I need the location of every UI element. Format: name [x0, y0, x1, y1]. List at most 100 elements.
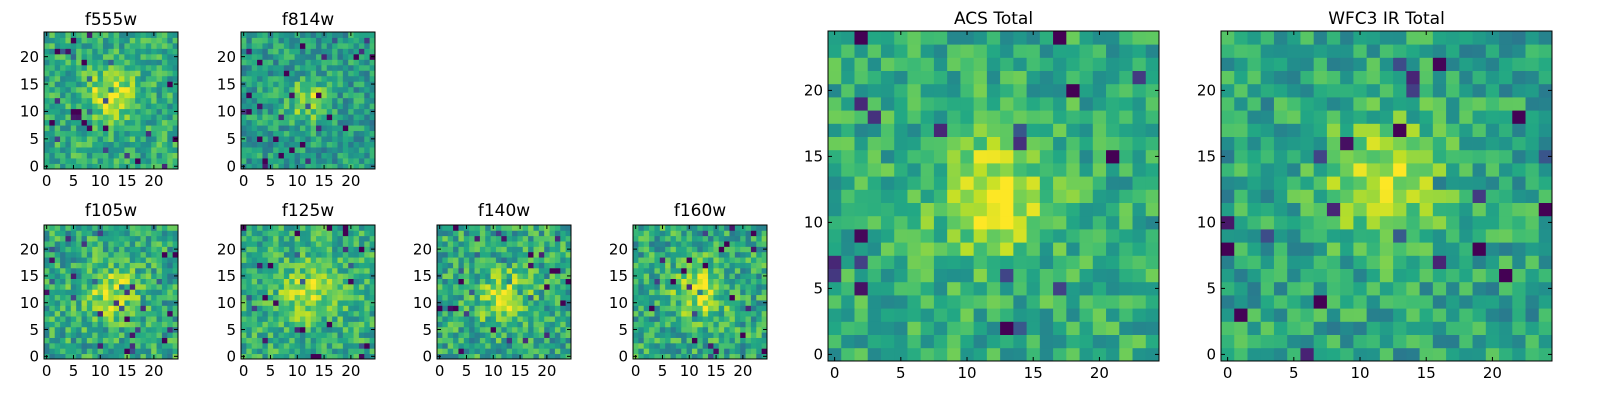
heatmap-cell: [353, 241, 360, 247]
heatmap-cell: [135, 92, 141, 99]
heatmap-cell: [495, 257, 502, 263]
heatmap-cell: [151, 326, 157, 333]
heatmap-cell: [986, 44, 1001, 58]
heatmap-cell: [119, 257, 125, 263]
heatmap-cell: [453, 342, 459, 349]
heatmap-cell: [305, 230, 312, 237]
heatmap-cell: [479, 246, 486, 253]
heatmap-cell: [151, 267, 157, 274]
heatmap-cell: [294, 241, 301, 247]
heatmap-cell: [156, 273, 163, 279]
heatmap-cell: [273, 86, 279, 93]
heatmap-cell: [565, 348, 572, 355]
heatmap-cell: [305, 32, 312, 38]
heatmap-cell: [310, 225, 317, 231]
heatmap-cell: [283, 81, 290, 88]
heatmap-cell: [750, 342, 757, 349]
heatmap-cell: [369, 294, 376, 301]
heatmap-cells: [633, 225, 768, 360]
heatmap-cell: [97, 59, 104, 66]
heatmap-cell: [257, 337, 263, 344]
heatmap-cell: [1287, 149, 1301, 164]
heatmap-cell: [76, 267, 82, 274]
heatmap-cell: [70, 158, 77, 164]
heatmap-cell: [92, 158, 98, 164]
heatmap-cell: [691, 342, 698, 349]
heatmap-cell: [119, 267, 125, 274]
heatmap-cell: [933, 255, 948, 269]
heatmap-cell: [854, 255, 869, 269]
heatmap-cell: [1287, 242, 1301, 256]
heatmap-cell: [54, 342, 61, 349]
heatmap-cell: [495, 251, 502, 258]
heatmap-cell: [681, 257, 687, 263]
heatmap-cell: [342, 289, 349, 296]
heatmap-cell: [257, 158, 263, 164]
heatmap-cell: [76, 321, 82, 328]
heatmap-cell: [681, 294, 687, 301]
heatmap-cell: [560, 305, 567, 312]
heatmap-cell: [538, 251, 545, 258]
heatmap-cell: [60, 59, 66, 66]
heatmap-cell: [267, 97, 274, 104]
heatmap-cell: [156, 42, 163, 49]
heatmap-cell: [643, 278, 650, 285]
heatmap-cell: [565, 305, 572, 312]
heatmap-cell: [76, 141, 82, 148]
heatmap-cell: [267, 108, 274, 115]
heatmap-cell: [108, 48, 115, 55]
heatmap-cell: [241, 48, 247, 55]
heatmap-cell: [528, 300, 534, 306]
heatmap-cell: [310, 114, 317, 121]
heatmap-cell: [469, 332, 475, 338]
heatmap-cell: [718, 241, 725, 247]
heatmap-cell: [124, 289, 131, 296]
heatmap-cell: [681, 267, 687, 274]
heatmap-cell: [947, 215, 961, 230]
heatmap-cell: [675, 278, 682, 285]
heatmap-cell: [854, 97, 869, 111]
heatmap-cell: [283, 163, 290, 170]
heatmap-cell: [70, 251, 77, 258]
heatmap-cell: [1525, 255, 1540, 269]
heatmap-cell: [267, 332, 274, 338]
heatmap-cell: [479, 310, 486, 317]
heatmap-cell: [458, 321, 465, 328]
heatmap-cell: [702, 241, 709, 247]
heatmap-cell: [659, 321, 666, 328]
y-tick-label: 15: [20, 75, 39, 93]
heatmap-cell: [474, 273, 481, 279]
heatmap-cell: [894, 163, 908, 177]
heatmap-cell: [156, 289, 163, 296]
heatmap-cell: [867, 97, 882, 111]
heatmap-cell: [305, 119, 312, 126]
heatmap-cell: [60, 278, 66, 285]
heatmap-cell: [1039, 268, 1054, 283]
heatmap-cell: [310, 273, 317, 279]
heatmap-cell: [718, 310, 725, 317]
heatmap-cell: [1485, 176, 1500, 190]
heatmap-cell: [638, 310, 645, 317]
heatmap-cell: [841, 149, 855, 164]
heatmap-cell: [81, 53, 88, 60]
heatmap-cell: [643, 235, 650, 242]
heatmap-cell: [60, 353, 66, 360]
heatmap-cell: [485, 305, 491, 312]
heatmap-cell: [745, 225, 752, 231]
heatmap-cell: [119, 86, 125, 93]
heatmap-cell: [49, 59, 56, 66]
heatmap-cell: [920, 268, 935, 283]
heatmap-cell: [713, 348, 720, 355]
heatmap-cell: [528, 326, 534, 333]
heatmap-cell: [135, 230, 141, 237]
heatmap-cell: [299, 230, 306, 237]
heatmap-cell: [756, 353, 763, 360]
heatmap-cell: [718, 332, 725, 338]
heatmap-cell: [474, 225, 481, 231]
heatmap-cell: [973, 242, 988, 256]
heatmap-cell: [544, 337, 550, 344]
heatmap-cell: [907, 202, 922, 217]
heatmap-cell: [262, 310, 269, 317]
heatmap-cell: [522, 310, 529, 317]
heatmap-cell: [1340, 295, 1354, 309]
